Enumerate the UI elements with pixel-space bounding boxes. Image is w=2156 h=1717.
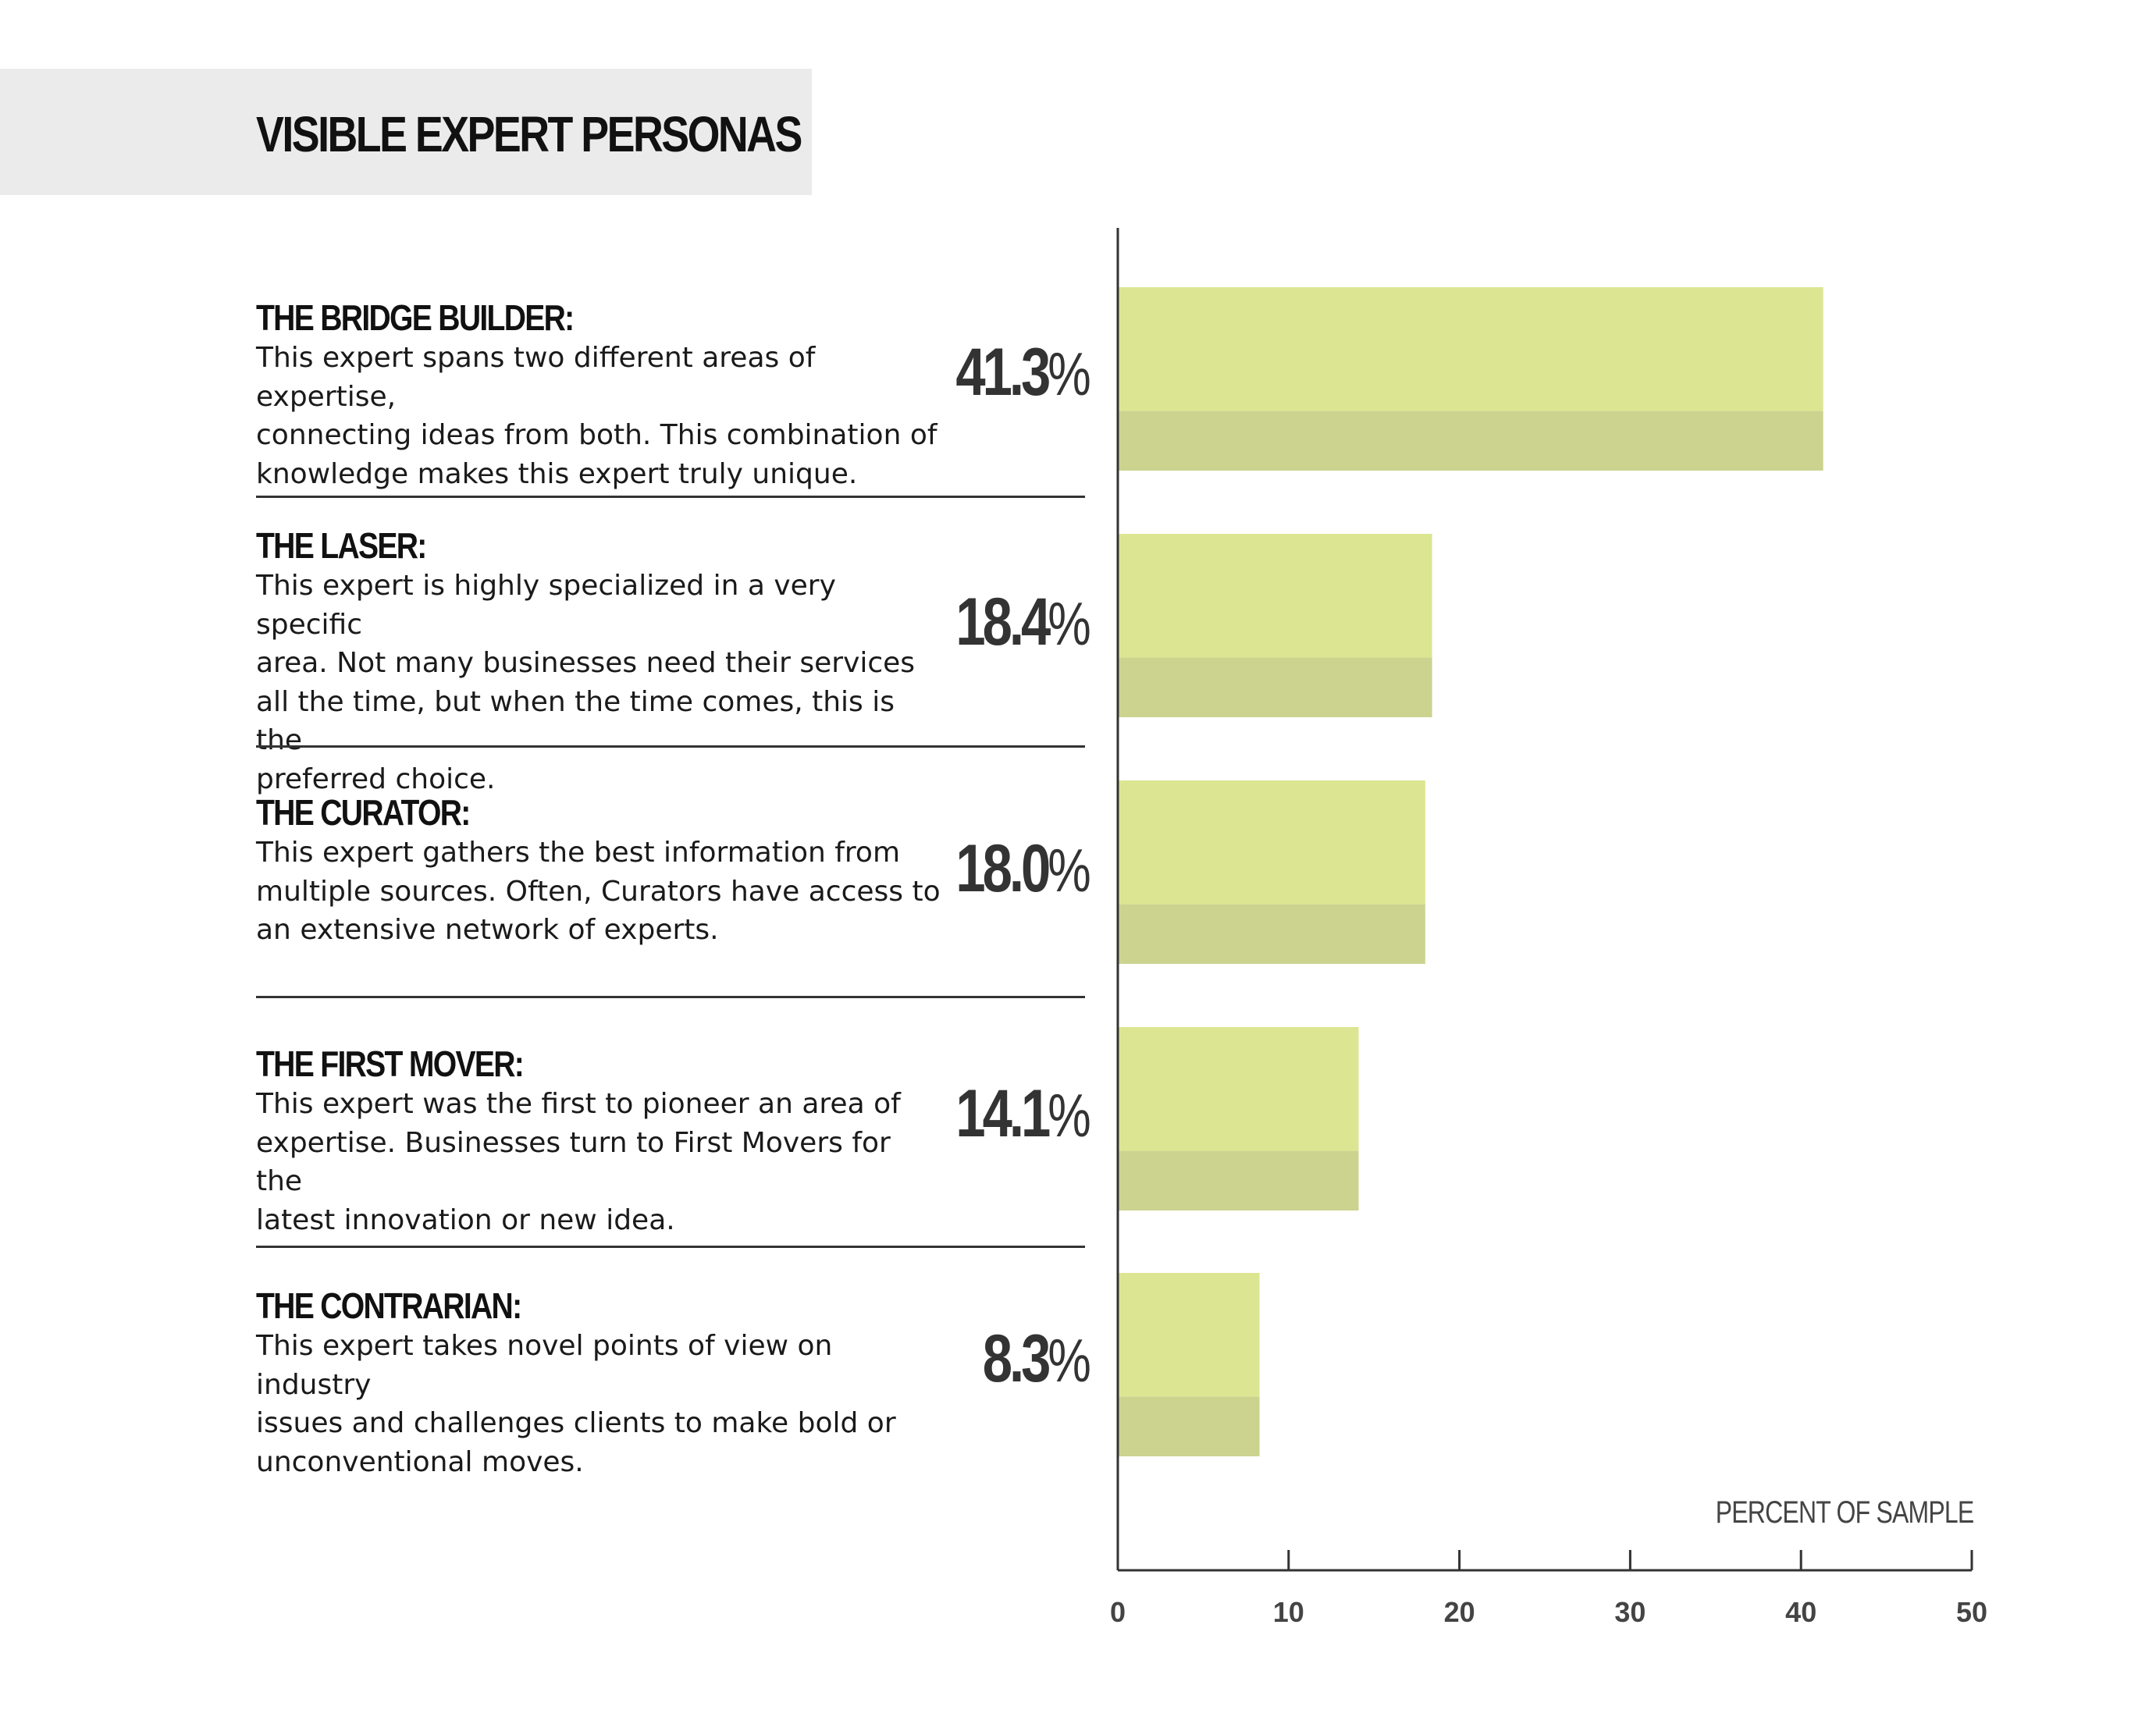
persona-description: This expert was the first to pioneer an … (256, 1085, 943, 1239)
percent-value: 8.3 (982, 1321, 1051, 1396)
percent-label: 8.3% (983, 1321, 1091, 1398)
persona-description-line: preferred choice. (256, 763, 496, 795)
x-tick-label: 0 (1110, 1596, 1126, 1628)
persona-description-line: knowledge makes this expert truly unique… (256, 457, 858, 490)
persona-description-line: multiple sources. Often, Curators have a… (256, 875, 941, 908)
persona-description: This expert takes novel points of view o… (256, 1327, 943, 1481)
persona-description-line: area. Not many businesses need their ser… (256, 647, 916, 679)
bar-upper (1118, 287, 1823, 411)
persona-item: THE CONTRARIAN: This expert takes novel p… (256, 1285, 943, 1481)
persona-description-line: unconventional moves. (256, 1445, 584, 1478)
persona-description: This expert spans two different areas of… (256, 339, 943, 493)
percent-label: 41.3% (956, 334, 1091, 411)
persona-name: THE FIRST MOVER: (256, 1043, 525, 1084)
persona-description-line: all the time, but when the time comes, t… (256, 685, 895, 757)
divider (256, 1246, 1085, 1248)
percent-symbol: % (1048, 1081, 1091, 1150)
percent-value: 18.4 (955, 585, 1051, 659)
persona-name: THE LASER: (256, 525, 427, 566)
persona-name: THE CONTRARIAN: (256, 1285, 522, 1326)
percent-symbol: % (1048, 339, 1091, 408)
percent-label: 14.1% (956, 1075, 1091, 1153)
bar-lower (1118, 1396, 1260, 1456)
persona-item: THE BRIDGE BUILDER: This expert spans two… (256, 297, 943, 493)
percent-symbol: % (1048, 1326, 1091, 1395)
persona-item: THE FIRST MOVER: This expert was the firs… (256, 1043, 943, 1239)
percent-label: 18.4% (956, 584, 1091, 661)
persona-description-line: This expert spans two different areas of… (256, 342, 816, 413)
title-banner (0, 69, 812, 195)
x-tick-label: 10 (1273, 1596, 1304, 1628)
bar-lower (1118, 1150, 1359, 1210)
bar-upper (1118, 534, 1432, 658)
persona-description-line: an extensive network of experts. (256, 914, 719, 946)
persona-description-line: connecting ideas from both. This combina… (256, 419, 937, 451)
percent-value: 14.1 (955, 1076, 1051, 1151)
persona-description-line: This expert takes novel points of view o… (256, 1330, 833, 1401)
persona-description-line: This expert was the first to pioneer an … (256, 1088, 901, 1120)
persona-description-line: This expert gathers the best information… (256, 837, 901, 869)
percent-symbol: % (1048, 589, 1091, 658)
persona-description: This expert is highly specialized in a v… (256, 567, 943, 798)
persona-description: This expert gathers the best information… (256, 834, 943, 950)
divider (256, 996, 1085, 998)
x-tick-label: 40 (1785, 1596, 1816, 1628)
divider (256, 745, 1085, 748)
persona-description-line: expertise. Businesses turn to First Move… (256, 1126, 891, 1198)
persona-description-line: issues and challenges clients to make bo… (256, 1407, 896, 1439)
persona-description-line: This expert is highly specialized in a v… (256, 570, 836, 641)
persona-item: THE CURATOR: This expert gathers the best… (256, 791, 943, 950)
persona-item: THE LASER: This expert is highly speciali… (256, 524, 943, 798)
percent-value: 41.3 (955, 335, 1051, 410)
bar-lower (1118, 657, 1432, 717)
page-title: VISIBLE EXPERT PERSONAS (256, 106, 802, 162)
percent-symbol: % (1048, 836, 1091, 905)
persona-description-line: latest innovation or new idea. (256, 1203, 675, 1236)
x-tick-label: 20 (1444, 1596, 1475, 1628)
x-tick-label: 50 (1956, 1596, 1987, 1628)
bar-upper (1118, 780, 1425, 905)
bar-upper (1118, 1027, 1359, 1151)
bar-upper (1118, 1273, 1260, 1397)
x-axis-title: PERCENT OF SAMPLE (1715, 1495, 1974, 1530)
divider (256, 496, 1085, 498)
x-tick-label: 30 (1614, 1596, 1645, 1628)
percent-label: 18.0% (956, 830, 1091, 908)
persona-name: THE BRIDGE BUILDER: (256, 297, 575, 338)
bar-lower (1118, 904, 1425, 964)
persona-name: THE CURATOR: (256, 792, 471, 833)
bar-lower (1118, 411, 1823, 471)
percent-value: 18.0 (955, 831, 1051, 906)
